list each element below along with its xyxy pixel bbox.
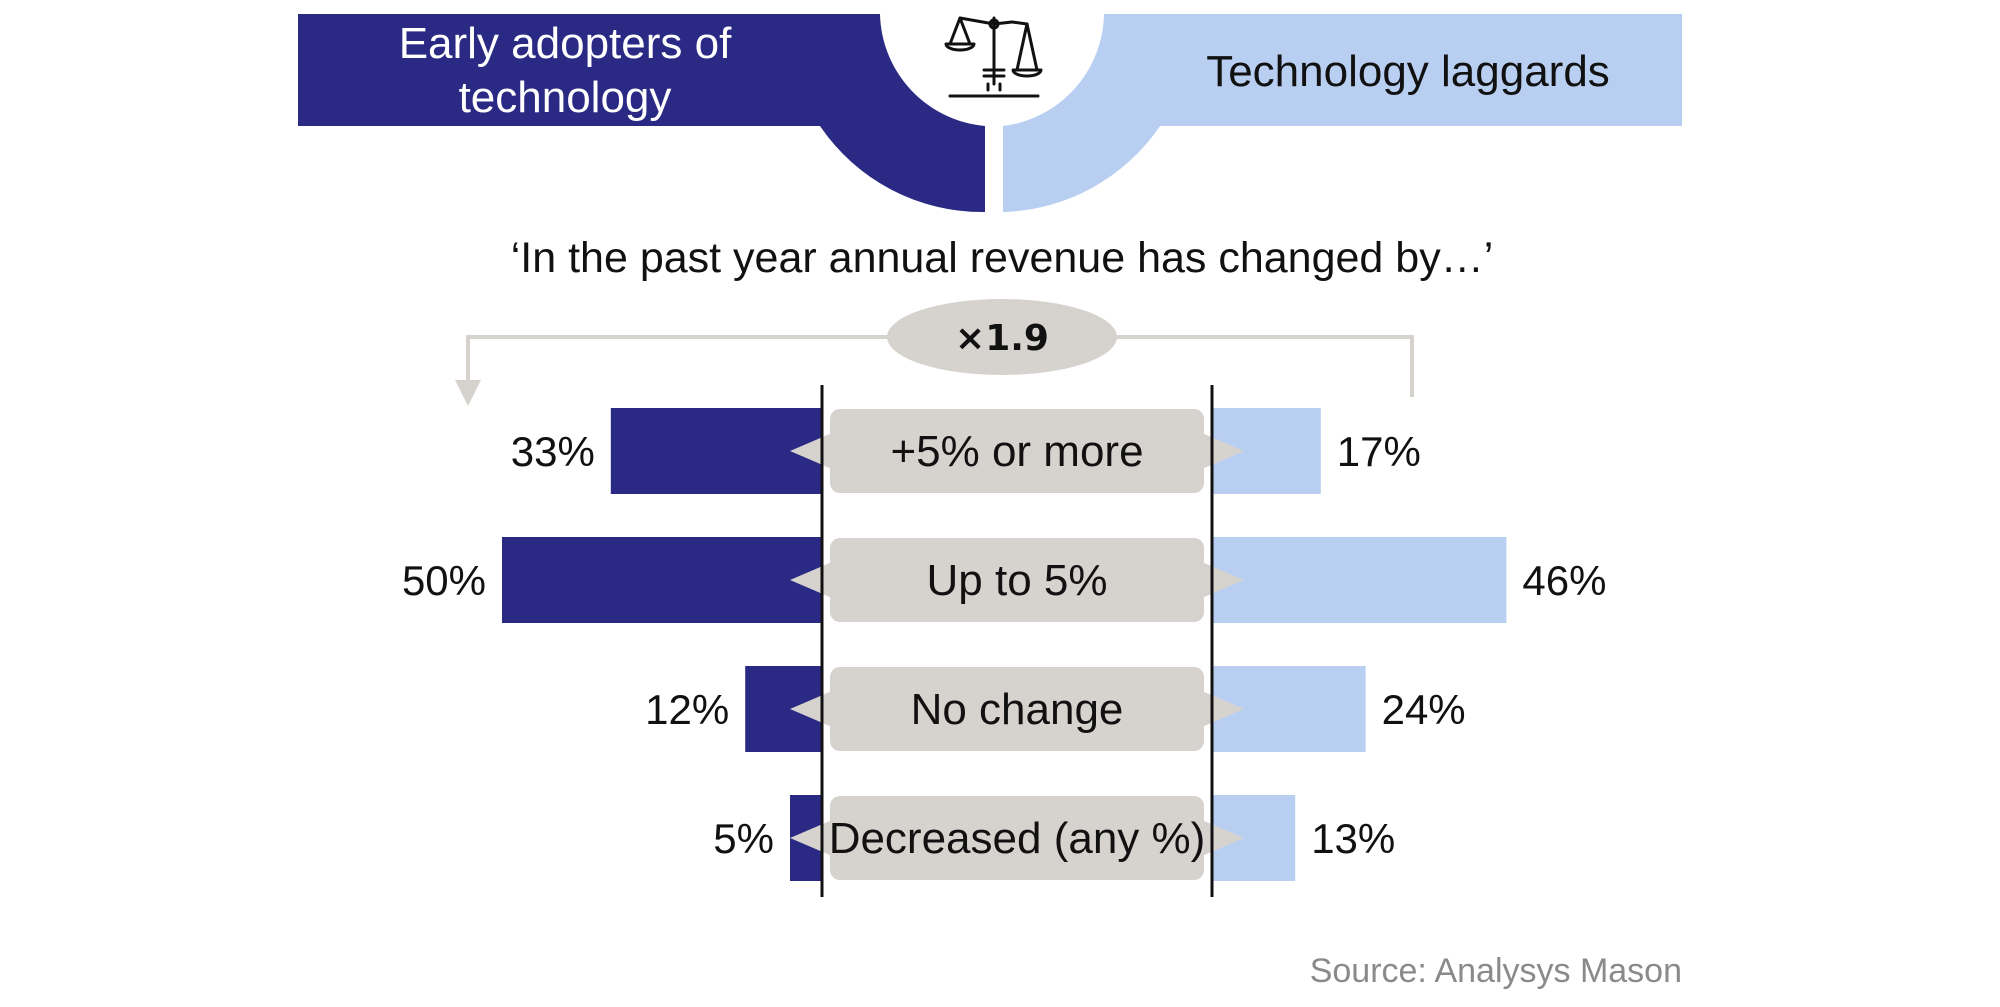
category-label: No change (911, 685, 1124, 734)
value-label-early: 33% (511, 428, 595, 475)
header-left-banner (298, 14, 768, 126)
category-label: Up to 5% (927, 556, 1108, 605)
balance-scale-icon (944, 16, 1043, 98)
header-right-label: Technology laggards (1206, 47, 1610, 96)
multiplier-arrowhead (455, 380, 481, 406)
value-label-laggards: 17% (1337, 428, 1421, 475)
header: Early adopters of technology Technology … (298, 14, 1682, 213)
chart-subtitle: ‘In the past year annual revenue has cha… (511, 234, 1494, 282)
category-label-box (830, 667, 1204, 751)
header-right-curve (1003, 14, 1230, 212)
category-label-box (830, 796, 1204, 880)
value-label-early: 12% (645, 686, 729, 733)
bar-early-adopters (610, 408, 822, 494)
category-label-box (830, 409, 1204, 493)
value-label-laggards: 24% (1382, 686, 1466, 733)
source-note: Source: Analysys Mason (1310, 952, 1682, 990)
category-label: +5% or more (890, 427, 1143, 476)
bar-technology-laggards (1212, 537, 1507, 623)
value-label-early: 50% (402, 557, 486, 604)
multiplier-bubble (887, 299, 1117, 375)
value-label-laggards: 46% (1522, 557, 1606, 604)
header-right-banner (1230, 14, 1682, 126)
category-label-box (830, 538, 1204, 622)
bars-group: +5% or more 33% 17% Up to 5% 50% 46% No change… (402, 408, 1606, 881)
bar-early-adopters (502, 537, 822, 623)
multiplier-label: ×1.9 (955, 318, 1049, 359)
value-label-early: 5% (713, 815, 774, 862)
value-label-laggards: 13% (1311, 815, 1395, 862)
multiplier-connector: ×1.9 (455, 299, 1414, 406)
category-label: Decreased (any %) (829, 814, 1206, 863)
header-left-label-line2: technology (459, 73, 672, 122)
header-left-label-line1: Early adopters of (399, 19, 732, 68)
header-left-curve (768, 14, 985, 213)
